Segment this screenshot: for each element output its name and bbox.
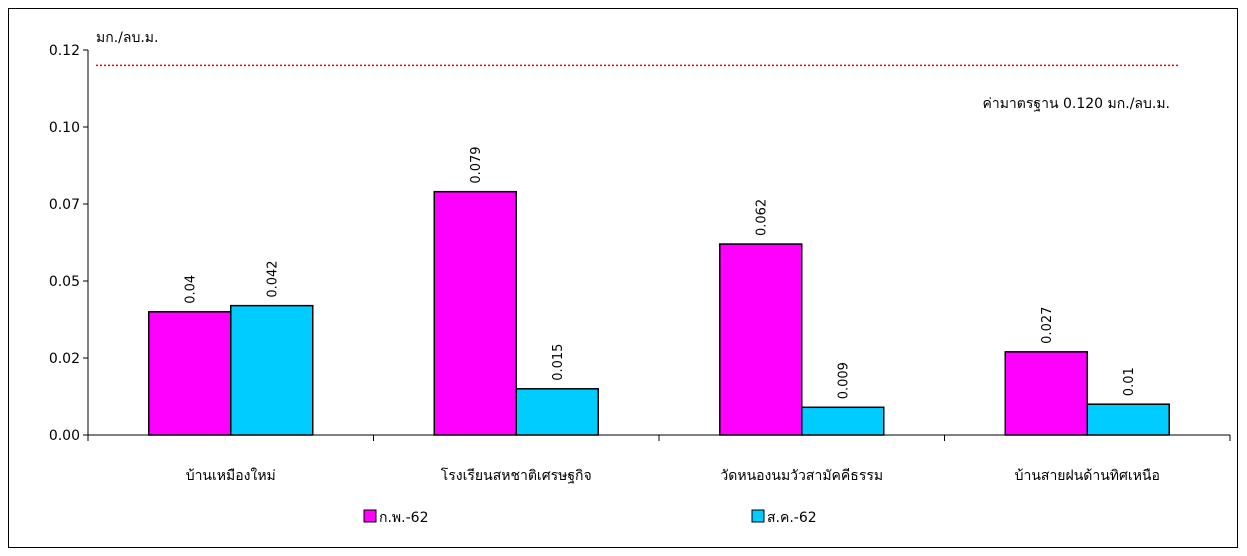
bar [719, 243, 803, 436]
bar [1086, 403, 1170, 436]
y-tick-label: 0.05 [49, 274, 80, 290]
y-tick-label: 0.10 [49, 120, 80, 136]
labels-group: บ้านเหมืองใหม่ โรงเรียนสหชาติเศรษฐกิจ วัดห… [184, 146, 1160, 484]
y-tick-label: 0.12 [49, 43, 80, 59]
category-label: บ้านสายฝนด้านทิศเหนือ [1015, 468, 1160, 484]
legend-label: ส.ค.-62 [767, 510, 817, 526]
category-label: โรงเรียนสหชาติเศรษฐกิจ [441, 467, 592, 484]
bars-group [148, 190, 1170, 436]
data-label: 0.079 [469, 146, 484, 183]
data-label: 0.042 [266, 260, 281, 297]
standard-label: ค่ามาตรฐาน 0.120 มก./ลบ.ม. [982, 96, 1170, 112]
y-tick-label: 0.00 [49, 428, 80, 444]
bar [230, 304, 314, 436]
chart-border [8, 8, 1238, 548]
legend: ก.พ.-62 ส.ค.-62 [363, 509, 817, 526]
category-label: บ้านเหมืองใหม่ [186, 467, 276, 484]
y-tick-label: 0.07 [49, 197, 80, 213]
bar [433, 190, 517, 436]
legend-swatch [751, 509, 765, 523]
category-label: วัดหนองนมวัวสามัคคีธรรม [720, 468, 883, 484]
y-unit-label: มก./ลบ.ม. [96, 30, 158, 46]
bar [801, 406, 885, 436]
data-label: 0.015 [551, 344, 566, 381]
bar [515, 388, 599, 436]
data-label: 0.01 [1122, 367, 1137, 396]
y-tick-label: 0.02 [49, 351, 80, 367]
legend-label: ก.พ.-62 [379, 510, 428, 526]
legend-swatch [363, 509, 377, 523]
data-label: 0.04 [184, 275, 199, 304]
data-label: 0.009 [837, 362, 852, 399]
data-label: 0.027 [1040, 307, 1055, 344]
data-label: 0.062 [755, 199, 770, 236]
bar [148, 311, 232, 436]
bar [1004, 351, 1088, 436]
